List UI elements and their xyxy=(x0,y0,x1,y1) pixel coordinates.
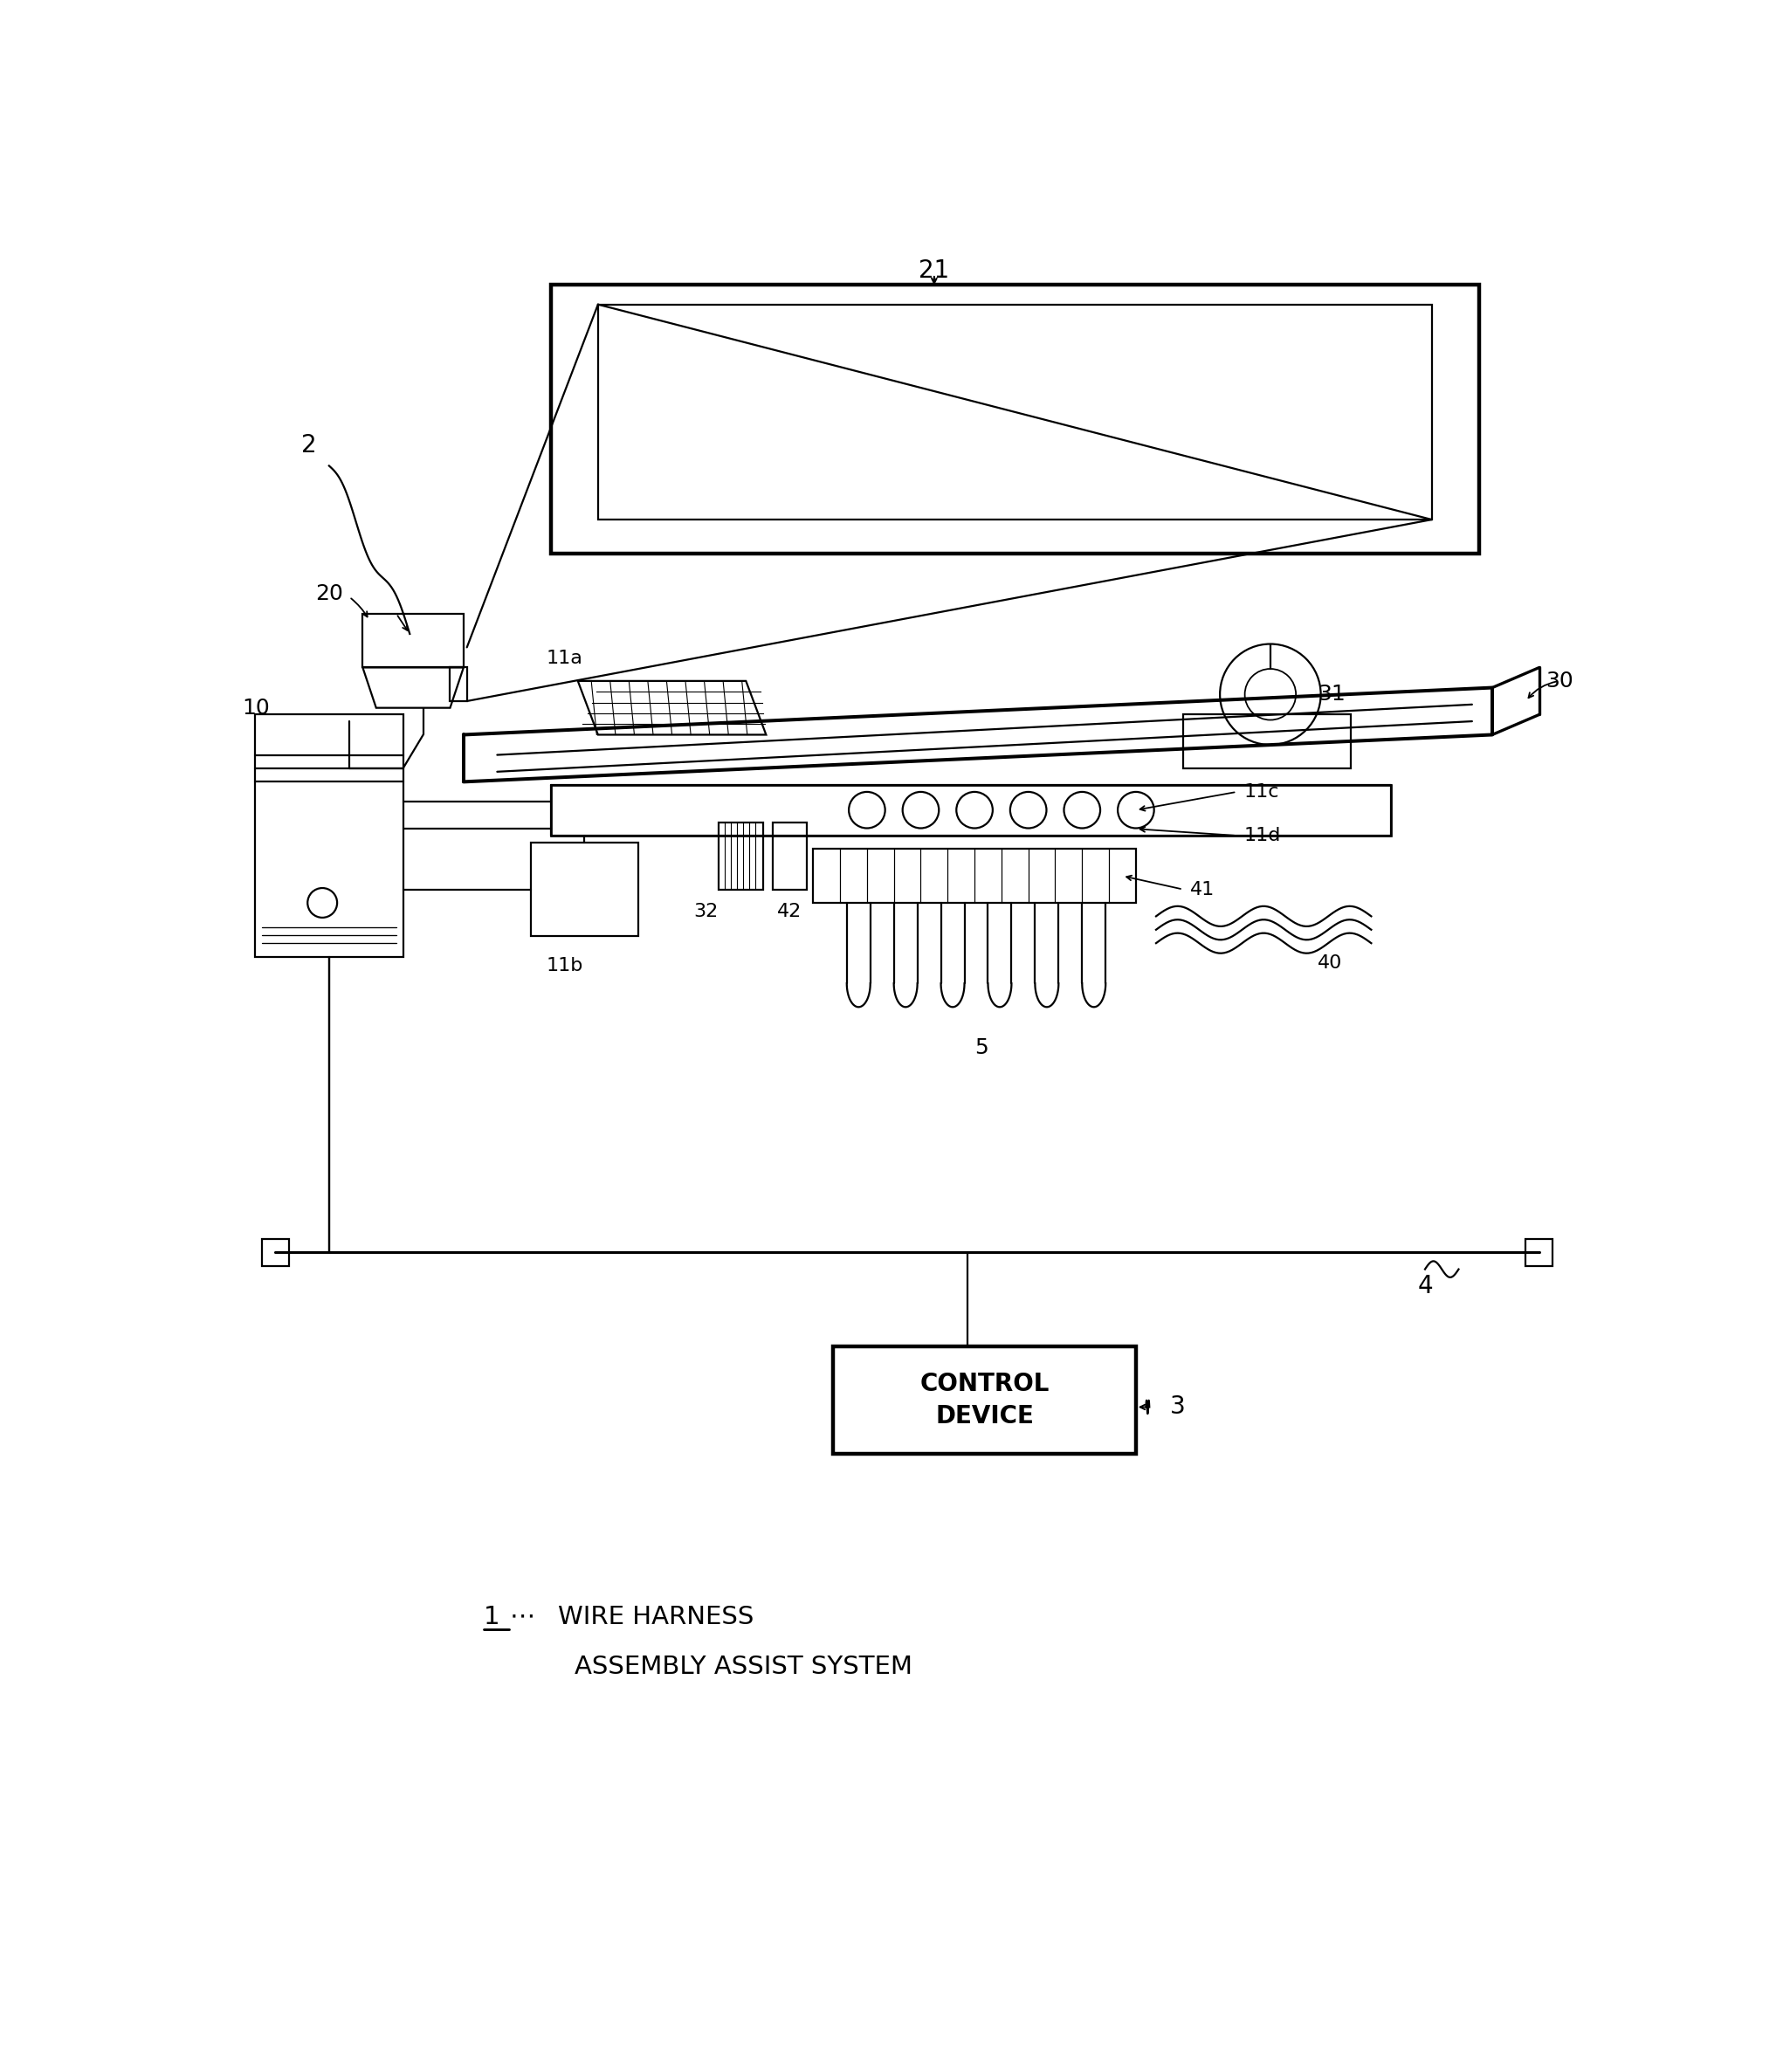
Text: 41: 41 xyxy=(1190,881,1214,897)
Text: 42: 42 xyxy=(777,903,802,920)
Text: 11c: 11c xyxy=(1244,783,1278,800)
Polygon shape xyxy=(578,682,766,736)
Text: 21: 21 xyxy=(918,259,949,284)
Bar xyxy=(449,667,467,700)
Bar xyxy=(261,1239,288,1266)
Bar xyxy=(532,843,639,937)
Bar xyxy=(773,823,807,889)
Text: 40: 40 xyxy=(1317,955,1342,972)
Bar xyxy=(834,1347,1137,1455)
Text: CONTROL
DEVICE: CONTROL DEVICE xyxy=(920,1372,1049,1428)
Bar xyxy=(598,305,1432,520)
Text: WIRE HARNESS: WIRE HARNESS xyxy=(558,1604,754,1629)
Bar xyxy=(256,715,403,957)
Bar xyxy=(1525,1239,1552,1266)
Text: 11d: 11d xyxy=(1244,827,1280,843)
Bar xyxy=(720,823,763,889)
Text: 11b: 11b xyxy=(546,957,584,974)
Text: 30: 30 xyxy=(1547,671,1573,692)
Text: 4: 4 xyxy=(1418,1274,1432,1299)
Text: 20: 20 xyxy=(315,582,344,605)
Text: ⋯: ⋯ xyxy=(510,1604,535,1629)
Polygon shape xyxy=(363,667,464,709)
Text: ASSEMBLY ASSIST SYSTEM: ASSEMBLY ASSIST SYSTEM xyxy=(575,1656,913,1680)
Text: 32: 32 xyxy=(693,903,718,920)
Text: 2: 2 xyxy=(301,433,317,458)
Bar xyxy=(813,850,1137,903)
Bar xyxy=(551,785,1391,835)
Text: 10: 10 xyxy=(242,698,268,719)
Text: 31: 31 xyxy=(1317,684,1344,704)
Text: 3: 3 xyxy=(1169,1394,1185,1419)
Bar xyxy=(1183,715,1351,769)
Text: 5: 5 xyxy=(974,1038,988,1059)
Text: 11a: 11a xyxy=(546,651,584,667)
Bar xyxy=(551,284,1479,553)
Polygon shape xyxy=(363,613,464,667)
Text: 1: 1 xyxy=(483,1604,499,1629)
